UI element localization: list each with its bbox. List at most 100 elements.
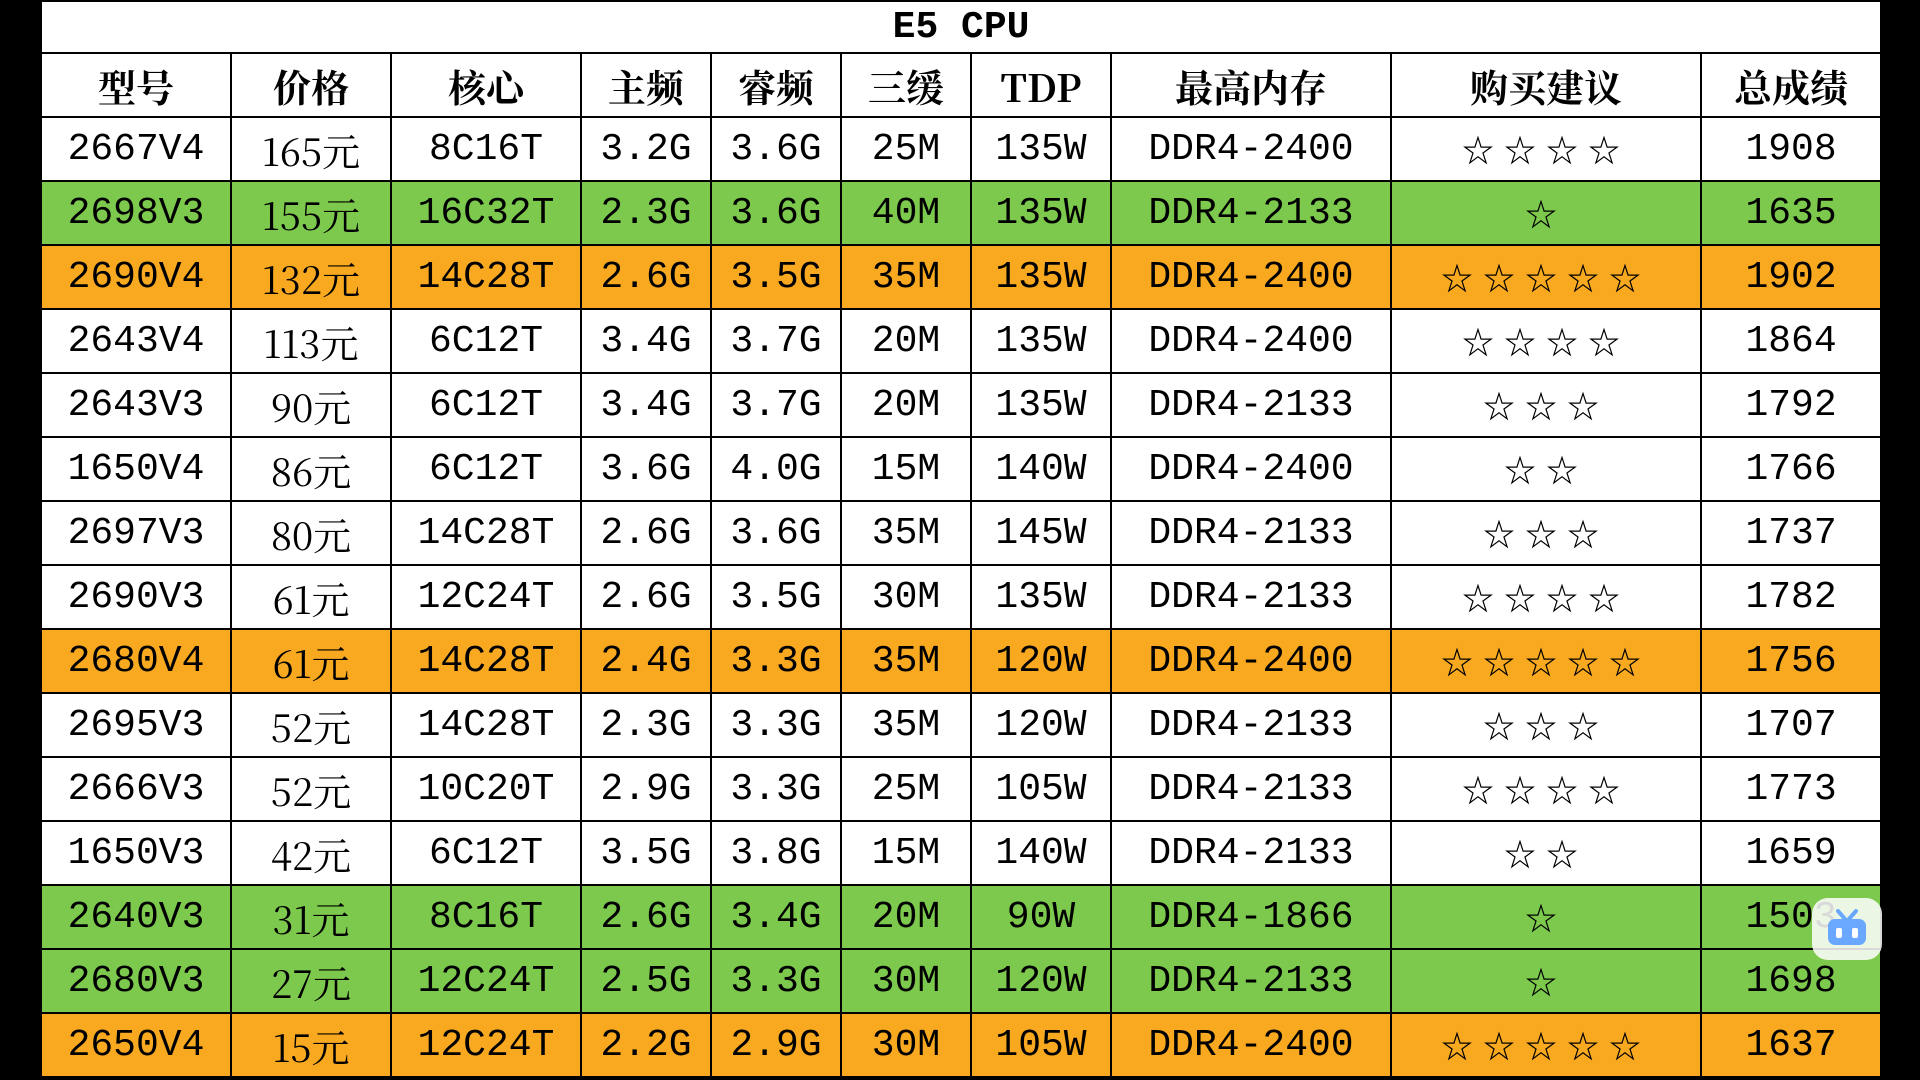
cell-score: 1766 <box>1701 437 1881 501</box>
cell-tdp: 135W <box>971 117 1111 181</box>
cell-mem: DDR4-2133 <box>1111 949 1391 1013</box>
cell-cores: 6C12T <box>391 373 581 437</box>
cell-stars: ☆ <box>1391 949 1701 1013</box>
table-row: 2643V4113元6C12T3.4G3.7G20M135WDDR4-2400☆… <box>41 309 1881 373</box>
cell-base: 3.6G <box>581 437 711 501</box>
cell-mem: DDR4-2133 <box>1111 757 1391 821</box>
cell-base: 2.3G <box>581 181 711 245</box>
cell-stars: ☆☆☆☆☆ <box>1391 245 1701 309</box>
cell-boost: 3.3G <box>711 757 841 821</box>
cell-model: 2643V4 <box>41 309 231 373</box>
tv-icon <box>1812 898 1882 960</box>
cell-cores: 12C24T <box>391 565 581 629</box>
cell-base: 3.4G <box>581 309 711 373</box>
col-header-price: 价格 <box>231 53 391 117</box>
cell-price: 27元 <box>231 949 391 1013</box>
cell-boost: 3.6G <box>711 501 841 565</box>
cell-price: 165元 <box>231 117 391 181</box>
cell-cache: 15M <box>841 821 971 885</box>
cell-stars: ☆☆ <box>1391 821 1701 885</box>
cell-score: 1707 <box>1701 693 1881 757</box>
cell-cache: 35M <box>841 501 971 565</box>
cell-model: 2695V3 <box>41 693 231 757</box>
cell-stars: ☆ <box>1391 885 1701 949</box>
cell-cache: 40M <box>841 181 971 245</box>
cell-stars: ☆☆☆☆ <box>1391 309 1701 373</box>
cell-base: 3.5G <box>581 821 711 885</box>
cell-tdp: 120W <box>971 949 1111 1013</box>
cell-price: 113元 <box>231 309 391 373</box>
cell-price: 52元 <box>231 757 391 821</box>
cell-cores: 14C28T <box>391 245 581 309</box>
cell-cache: 20M <box>841 309 971 373</box>
cell-tdp: 135W <box>971 181 1111 245</box>
cell-tdp: 135W <box>971 565 1111 629</box>
cell-mem: DDR4-2400 <box>1111 1013 1391 1077</box>
cell-mem: DDR4-2133 <box>1111 373 1391 437</box>
cell-model: 2667V4 <box>41 117 231 181</box>
cell-model: 2680V3 <box>41 949 231 1013</box>
cell-mem: DDR4-2400 <box>1111 245 1391 309</box>
cell-stars: ☆☆☆☆☆ <box>1391 1013 1701 1077</box>
cell-model: 2643V3 <box>41 373 231 437</box>
cell-tdp: 120W <box>971 693 1111 757</box>
cell-stars: ☆☆☆☆ <box>1391 117 1701 181</box>
cell-price: 86元 <box>231 437 391 501</box>
cell-model: 2690V4 <box>41 245 231 309</box>
col-header-cache: 三缓 <box>841 53 971 117</box>
cell-stars: ☆☆ <box>1391 437 1701 501</box>
cell-mem: DDR4-2400 <box>1111 629 1391 693</box>
cell-boost: 3.5G <box>711 245 841 309</box>
cell-score: 1635 <box>1701 181 1881 245</box>
cell-cache: 25M <box>841 757 971 821</box>
table-row: 2643V390元6C12T3.4G3.7G20M135WDDR4-2133☆☆… <box>41 373 1881 437</box>
cell-mem: DDR4-1866 <box>1111 885 1391 949</box>
cell-mem: DDR4-2400 <box>1111 117 1391 181</box>
cell-cores: 12C24T <box>391 949 581 1013</box>
cell-cores: 14C28T <box>391 693 581 757</box>
cell-stars: ☆☆☆☆ <box>1391 565 1701 629</box>
cell-stars: ☆☆☆☆☆ <box>1391 629 1701 693</box>
cell-model: 2697V3 <box>41 501 231 565</box>
cell-tdp: 105W <box>971 1013 1111 1077</box>
cell-score: 1902 <box>1701 245 1881 309</box>
cell-model: 2640V3 <box>41 885 231 949</box>
cell-boost: 3.6G <box>711 181 841 245</box>
cell-mem: DDR4-2133 <box>1111 821 1391 885</box>
cell-boost: 3.7G <box>711 309 841 373</box>
cell-cores: 8C16T <box>391 117 581 181</box>
cell-cores: 8C16T <box>391 885 581 949</box>
table-row: 2697V380元14C28T2.6G3.6G35M145WDDR4-2133☆… <box>41 501 1881 565</box>
cell-boost: 3.8G <box>711 821 841 885</box>
cell-stars: ☆☆☆ <box>1391 373 1701 437</box>
table-row: 2640V331元8C16T2.6G3.4G20M90WDDR4-1866☆15… <box>41 885 1881 949</box>
cell-tdp: 145W <box>971 501 1111 565</box>
col-header-stars: 购买建议 <box>1391 53 1701 117</box>
table-row: 2650V415元12C24T2.2G2.9G30M105WDDR4-2400☆… <box>41 1013 1881 1077</box>
cell-tdp: 140W <box>971 437 1111 501</box>
cell-base: 2.6G <box>581 501 711 565</box>
cell-model: 2690V3 <box>41 565 231 629</box>
cell-model: 2650V4 <box>41 1013 231 1077</box>
cell-model: 2666V3 <box>41 757 231 821</box>
table-row: 2680V461元14C28T2.4G3.3G35M120WDDR4-2400☆… <box>41 629 1881 693</box>
cell-tdp: 105W <box>971 757 1111 821</box>
cell-score: 1737 <box>1701 501 1881 565</box>
cell-cache: 35M <box>841 629 971 693</box>
cell-base: 3.4G <box>581 373 711 437</box>
cell-base: 2.6G <box>581 885 711 949</box>
col-header-score: 总成绩 <box>1701 53 1881 117</box>
cell-score: 1792 <box>1701 373 1881 437</box>
cell-boost: 3.3G <box>711 693 841 757</box>
cell-cache: 20M <box>841 885 971 949</box>
cell-base: 2.2G <box>581 1013 711 1077</box>
cell-cores: 12C24T <box>391 1013 581 1077</box>
cell-cache: 15M <box>841 437 971 501</box>
cell-mem: DDR4-2400 <box>1111 309 1391 373</box>
table-row: 2690V361元12C24T2.6G3.5G30M135WDDR4-2133☆… <box>41 565 1881 629</box>
cell-base: 2.5G <box>581 949 711 1013</box>
table-row: 1650V342元6C12T3.5G3.8G15M140WDDR4-2133☆☆… <box>41 821 1881 885</box>
cell-cache: 35M <box>841 693 971 757</box>
cell-boost: 4.0G <box>711 437 841 501</box>
cell-base: 2.3G <box>581 693 711 757</box>
